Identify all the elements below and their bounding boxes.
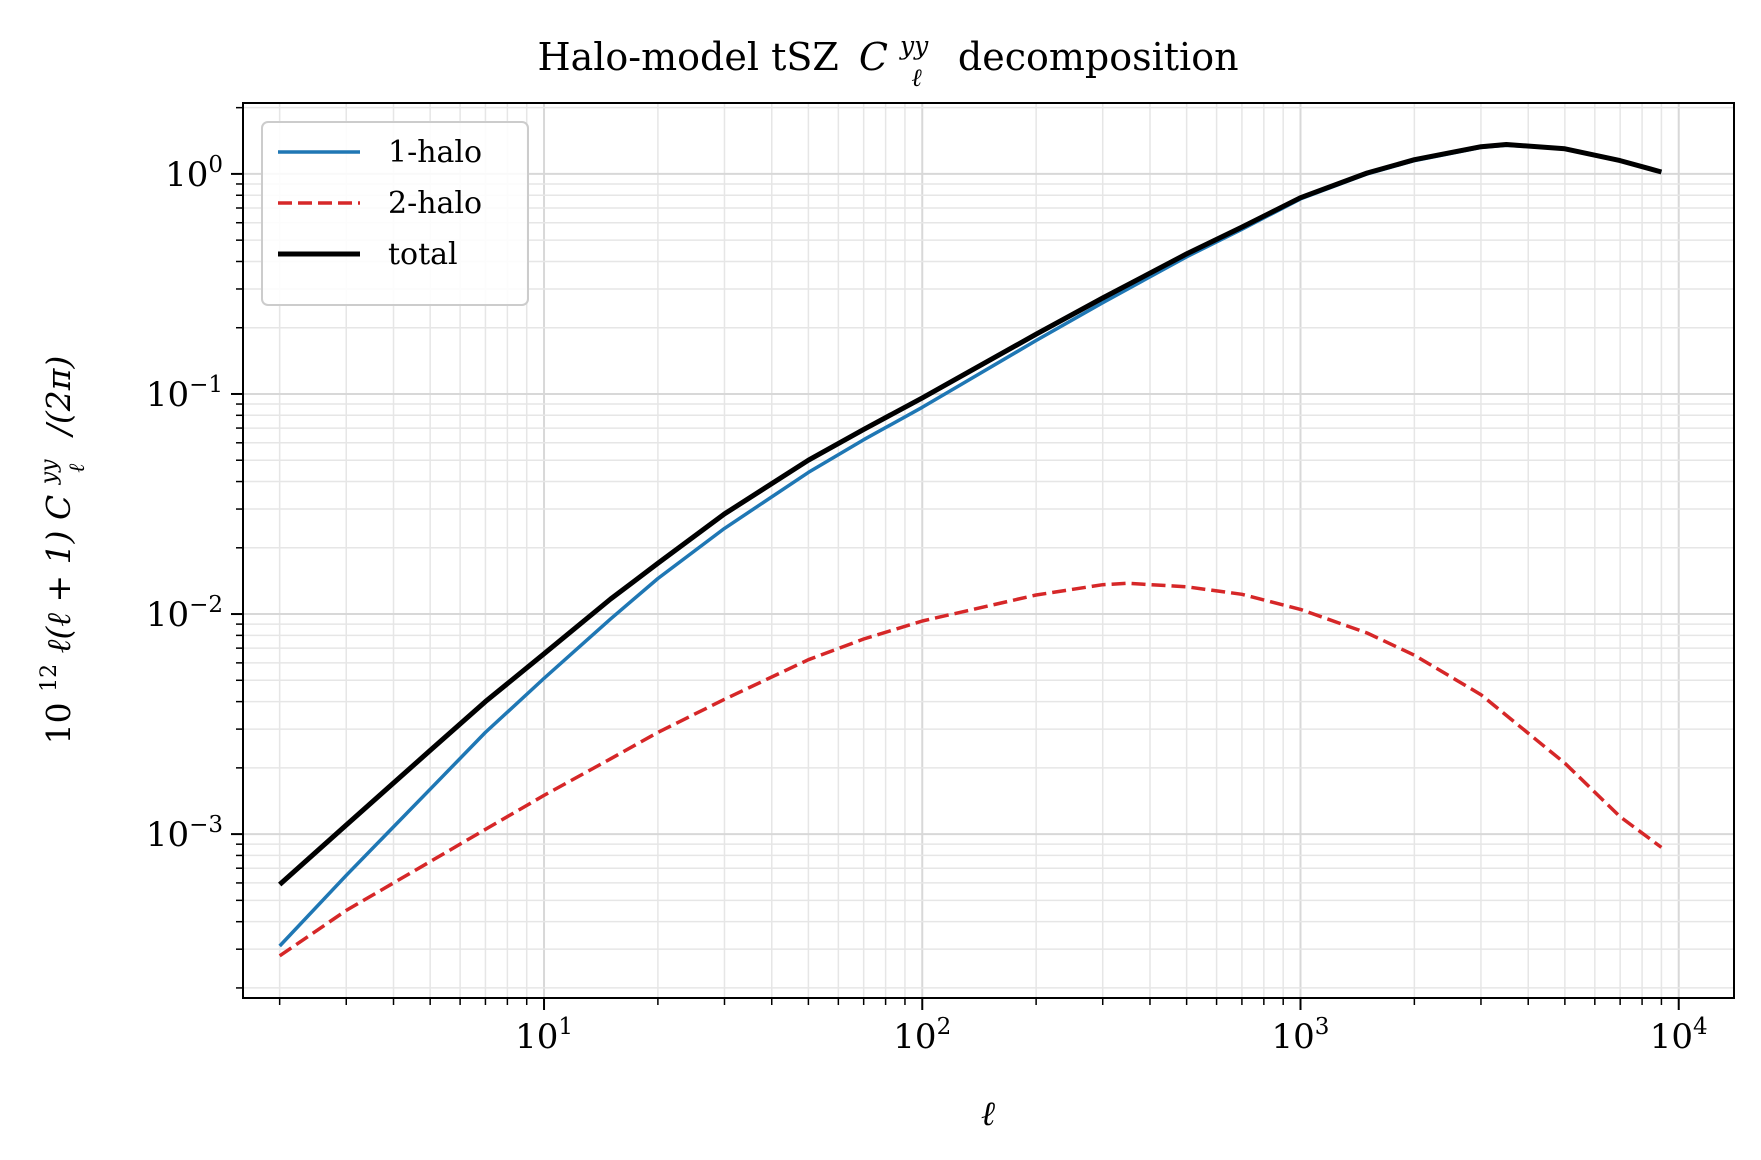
x-tick-label-exp: 4 — [1693, 1014, 1708, 1040]
chart-title-sub: ℓ — [911, 63, 922, 92]
chart-title-suffix: decomposition — [958, 35, 1239, 79]
y-tick-label-base: 10 — [146, 815, 189, 855]
y-tick-label-exp: −2 — [189, 592, 223, 618]
chart-title-prefix: Halo-model tSZ — [537, 35, 838, 79]
y-tick-label: 100 — [165, 152, 223, 195]
series-layer — [278, 142, 1663, 958]
legend-label-1-halo: 1-halo — [388, 135, 482, 170]
y-label-symbol: C — [39, 495, 78, 520]
y-label-tail: /(2π) — [39, 356, 78, 439]
x-tick-label: 103 — [1272, 1014, 1330, 1057]
y-tick-label: 10−2 — [146, 592, 223, 635]
x-tick-label-base: 10 — [893, 1017, 936, 1057]
y-axis-label: 10 12 ℓ(ℓ + 1) C yy ℓ /(2π) — [25, 356, 92, 745]
x-tick-label-base: 10 — [515, 1017, 558, 1057]
y-tick-label-base: 10 — [146, 375, 189, 415]
legend-box — [261, 121, 529, 306]
y-tick-label-exp: 0 — [208, 152, 223, 178]
y-label-exp: 12 — [37, 664, 62, 692]
y-tick-label-base: 10 — [165, 155, 208, 195]
series-line-total — [278, 142, 1663, 887]
y-tick-label-exp: −3 — [189, 812, 223, 838]
y-label-base: 10 — [39, 702, 78, 744]
x-tick-label: 102 — [893, 1014, 951, 1057]
x-tick-label: 104 — [1650, 1014, 1708, 1057]
series-line-2-halo — [278, 581, 1663, 958]
legend: 1-halo 2-halo total — [261, 121, 529, 306]
y-label-mid: ℓ(ℓ + 1) — [39, 520, 78, 653]
y-tick-label-exp: −1 — [189, 372, 223, 398]
legend-label-total: total — [388, 237, 458, 272]
x-tick-label-exp: 2 — [937, 1014, 952, 1040]
y-tick-label: 10−1 — [146, 372, 223, 415]
y-tick-label: 10−3 — [146, 812, 223, 855]
x-tick-label-exp: 1 — [558, 1014, 573, 1040]
x-tick-label-exp: 3 — [1315, 1014, 1330, 1040]
y-label-sub: ℓ — [65, 463, 90, 473]
plot-frame — [242, 102, 1735, 999]
chart-title-super: yy — [899, 31, 929, 60]
chart-title-symbol: C — [859, 35, 888, 79]
legend-label-2-halo: 2-halo — [388, 186, 482, 221]
x-axis-label: ℓ — [981, 1094, 995, 1134]
x-tick-label-base: 10 — [1650, 1017, 1693, 1057]
chart-title: Halo-model tSZ C yy ℓ decomposition — [537, 19, 1238, 95]
x-tick-label-base: 10 — [1272, 1017, 1315, 1057]
x-tick-label: 101 — [515, 1014, 573, 1057]
y-label-super: yy — [37, 459, 62, 485]
y-tick-label-base: 10 — [146, 595, 189, 635]
